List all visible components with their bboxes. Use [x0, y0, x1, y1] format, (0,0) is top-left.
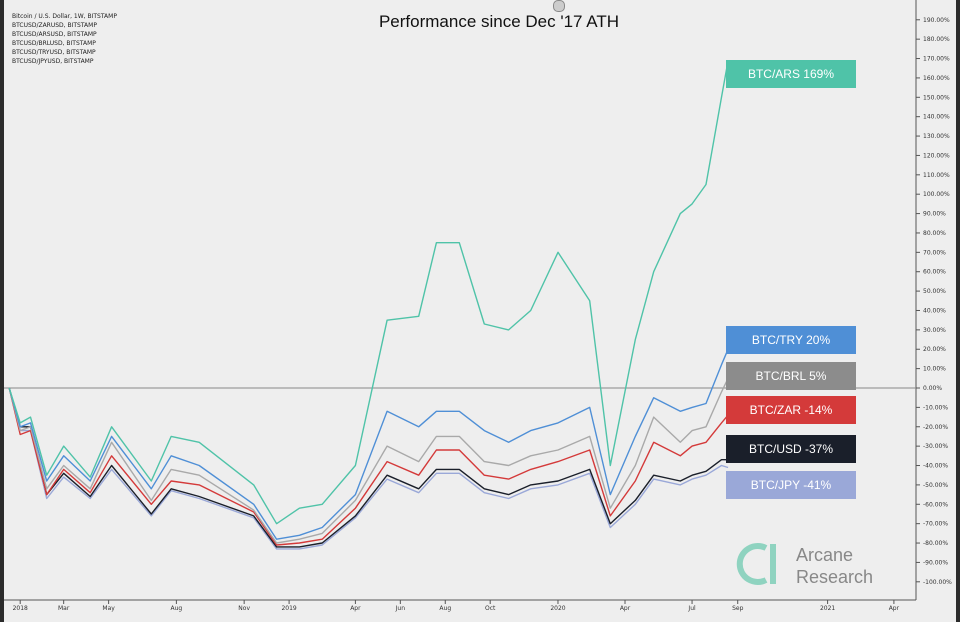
x-tick-label: Jul	[687, 605, 696, 612]
y-tick-label: 120.00%	[923, 152, 950, 159]
x-tick-label: Nov	[238, 605, 250, 612]
source-line-2: BTCUSD/ZARUSD, BITSTAMP	[12, 22, 97, 29]
y-tick-label: 110.00%	[923, 172, 950, 179]
x-tick-label: May	[102, 605, 115, 612]
y-tick-label: 150.00%	[923, 94, 950, 101]
x-tick-label: Oct	[485, 605, 496, 612]
y-tick-label: -20.00%	[923, 424, 948, 431]
series-line-btc-ars	[8, 60, 729, 525]
y-tick-label: 170.00%	[923, 56, 950, 63]
badge-btc-ars: BTC/ARS 169%	[726, 60, 856, 88]
badge-btc-usd: BTC/USD -37%	[726, 435, 856, 463]
y-tick-label: -10.00%	[923, 404, 948, 411]
badge-btc-jpy: BTC/JPY -41%	[726, 471, 856, 499]
x-tick-label: 2020	[550, 605, 565, 612]
x-tick-label: 2021	[820, 605, 835, 612]
x-tick-label: Sep	[732, 605, 744, 612]
logo-line-1: Arcane	[796, 545, 854, 565]
y-tick-label: 130.00%	[923, 133, 950, 140]
series-line-btc-jpy	[8, 387, 729, 550]
badge-btc-try: BTC/TRY 20%	[726, 326, 856, 354]
arcane-logo-icon	[736, 543, 776, 585]
x-tick-label: Mar	[58, 605, 70, 612]
y-tick-label: 160.00%	[923, 75, 950, 82]
source-line-3: BTCUSD/ARSUSD, BITSTAMP	[12, 31, 97, 38]
x-tick-label: Apr	[620, 605, 631, 612]
x-tick-label: Aug	[439, 605, 451, 612]
y-tick-label: 30.00%	[923, 327, 946, 334]
y-tick-label: -50.00%	[923, 482, 948, 489]
y-tick-label: 50.00%	[923, 288, 946, 295]
arcane-research-logo: Arcane Research	[736, 540, 916, 590]
y-tick-label: 190.00%	[923, 17, 950, 24]
y-tick-label: -70.00%	[923, 521, 948, 528]
badge-btc-brl: BTC/BRL 5%	[726, 362, 856, 390]
source-line-4: BTCUSD/BRLUSD, BITSTAMP	[12, 40, 96, 47]
x-tick-label: 2019	[281, 605, 296, 612]
y-tick-label: -30.00%	[923, 443, 948, 450]
y-tick-label: 40.00%	[923, 307, 946, 314]
y-tick-label: -80.00%	[923, 540, 948, 547]
logo-line-2: Research	[796, 567, 874, 587]
capture-handle-icon	[553, 0, 565, 12]
y-tick-label: 100.00%	[923, 191, 950, 198]
chart-title: Performance since Dec '17 ATH	[378, 12, 620, 31]
source-line-5: BTCUSD/TRYUSD, BITSTAMP	[12, 49, 96, 56]
y-tick-label: -100.00%	[923, 579, 952, 586]
series-line-btc-try	[8, 348, 729, 540]
series-line-btc-usd	[8, 387, 729, 548]
source-line-6: BTCUSD/JPYUSD, BITSTAMP	[12, 58, 94, 65]
series-line-btc-brl	[8, 377, 729, 544]
y-tick-label: 0.00%	[923, 385, 942, 392]
x-tick-label: Aug	[171, 605, 183, 612]
y-tick-label: -40.00%	[923, 463, 948, 470]
y-tick-label: 10.00%	[923, 366, 946, 373]
x-tick-label: Apr	[350, 605, 361, 612]
series-line-btc-zar	[8, 387, 729, 546]
source-line-1: Bitcoin / U.S. Dollar, 1W, BITSTAMP	[12, 13, 117, 20]
logo-text: Arcane Research	[796, 544, 873, 588]
y-tick-label: 140.00%	[923, 114, 950, 121]
x-tick-label: Jun	[395, 605, 406, 612]
y-tick-label: 20.00%	[923, 346, 946, 353]
y-tick-label: 180.00%	[923, 36, 950, 43]
badge-btc-zar: BTC/ZAR -14%	[726, 396, 856, 424]
chart-frame: 190.00% 180.00% 170.00% 160.00% 150.00% 140.0…	[4, 0, 956, 622]
y-tick-label: -60.00%	[923, 501, 948, 508]
y-tick-label: 60.00%	[923, 269, 946, 276]
y-tick-label: 70.00%	[923, 249, 946, 256]
x-tick-label: Apr	[889, 605, 900, 612]
performance-chart: 190.00% 180.00% 170.00% 160.00% 150.00% 140.0…	[4, 0, 952, 612]
x-tick-label: 2018	[13, 605, 28, 612]
y-tick-label: 90.00%	[923, 211, 946, 218]
y-tick-label: -90.00%	[923, 559, 948, 566]
y-tick-label: 80.00%	[923, 230, 946, 237]
